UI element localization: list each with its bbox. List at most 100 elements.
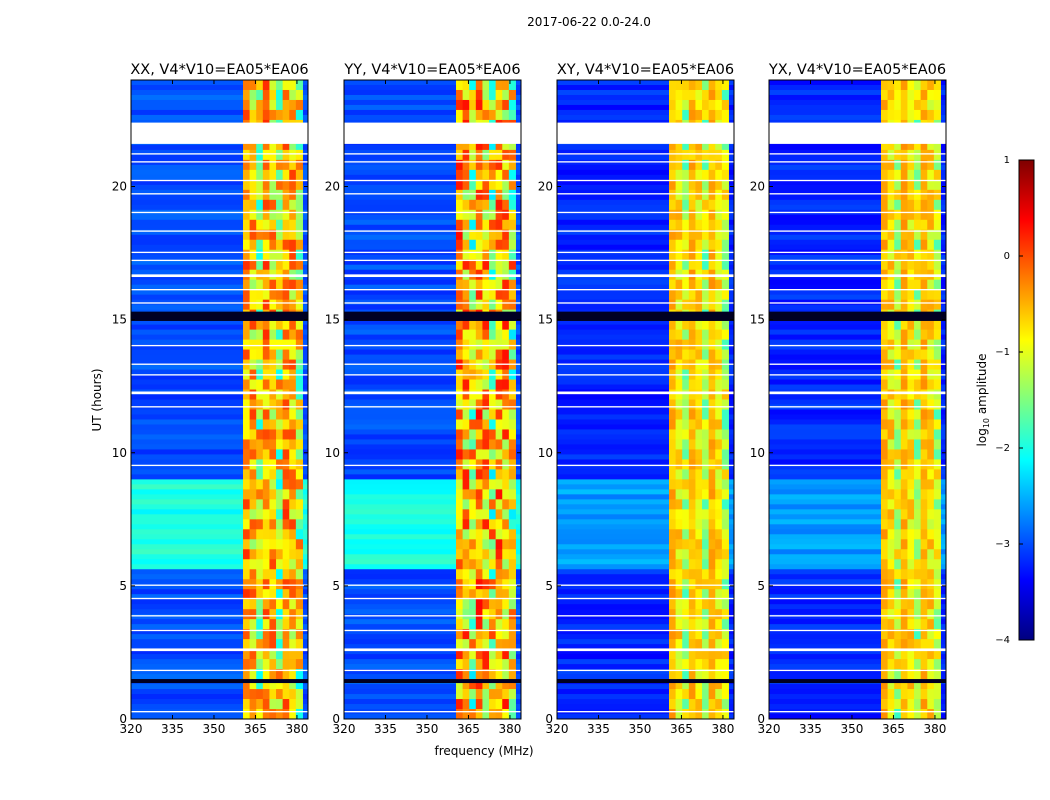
rfi-cell xyxy=(927,289,935,301)
rfi-cell xyxy=(295,659,303,670)
rfi-cell xyxy=(887,499,895,510)
rfi-cell xyxy=(256,149,264,161)
rfi-cell xyxy=(695,489,703,500)
rfi-cell xyxy=(262,439,270,450)
flagged-range xyxy=(344,615,521,617)
heatmap-row xyxy=(557,494,734,500)
rfi-cell xyxy=(715,519,723,530)
rfi-cell xyxy=(269,289,277,301)
rfi-cell xyxy=(456,80,464,91)
rfi-cell xyxy=(914,329,922,341)
rfi-cell xyxy=(675,539,683,550)
heatmap-row xyxy=(344,454,521,461)
rfi-cell xyxy=(256,219,264,231)
rfi-cell xyxy=(914,399,922,410)
heatmap-row xyxy=(557,144,734,151)
rfi-cell xyxy=(243,409,251,420)
heatmap-row xyxy=(131,274,308,281)
rfi-cell xyxy=(688,479,696,490)
rfi-cell xyxy=(475,679,483,690)
rfi-cell xyxy=(508,529,516,540)
rfi-cell xyxy=(276,149,284,161)
rfi-cell xyxy=(495,679,503,690)
rfi-cell xyxy=(262,709,270,719)
rfi-cell xyxy=(933,409,941,420)
rfi-cell xyxy=(669,689,677,700)
rfi-cell xyxy=(262,539,270,550)
rfi-cell xyxy=(462,509,470,520)
rfi-cell xyxy=(881,279,889,291)
heatmap-row xyxy=(344,584,521,590)
rfi-cell xyxy=(295,429,303,440)
heatmap-row xyxy=(131,669,308,675)
rfi-cell xyxy=(907,509,915,520)
heatmap-row xyxy=(557,444,734,451)
rfi-cell xyxy=(894,579,902,590)
heatmap-row xyxy=(557,644,734,650)
heatmap-row xyxy=(769,689,946,695)
flagged-range xyxy=(344,464,521,467)
rfi-cell xyxy=(508,419,516,430)
rfi-cell xyxy=(675,239,683,251)
rfi-cell xyxy=(887,679,895,690)
heatmap-row xyxy=(344,699,521,705)
flagged-range xyxy=(769,374,946,376)
rfi-cell xyxy=(289,449,297,460)
heatmap-row xyxy=(769,384,946,391)
heatmap-row xyxy=(557,239,734,246)
rfi-cell xyxy=(669,159,677,171)
rfi-cell xyxy=(920,699,928,710)
rfi-cell xyxy=(495,649,503,660)
rfi-cell xyxy=(289,479,297,490)
rfi-cell xyxy=(243,189,251,201)
rfi-cell xyxy=(289,259,297,271)
heatmap-row xyxy=(344,399,521,406)
heatmap-row xyxy=(557,244,734,251)
rfi-cell xyxy=(914,259,922,271)
rfi-cell xyxy=(269,239,277,251)
rfi-cell xyxy=(482,99,490,111)
rfi-cell xyxy=(702,379,710,391)
rfi-cell xyxy=(502,299,510,311)
rfi-cell xyxy=(269,549,277,560)
rfi-cell xyxy=(907,529,915,540)
rfi-cell xyxy=(282,389,290,400)
rfi-cell xyxy=(502,349,510,361)
rfi-cell xyxy=(502,579,510,590)
heatmap-row xyxy=(131,544,308,550)
rfi-cell xyxy=(462,609,470,620)
colorbar-label: log10 amplitude xyxy=(975,354,991,447)
heatmap-row xyxy=(769,329,946,336)
rfi-cell xyxy=(900,249,908,261)
rfi-cell xyxy=(907,249,915,261)
heatmap-row xyxy=(769,469,946,475)
heatmap-row xyxy=(769,484,946,490)
rfi-cell xyxy=(276,579,284,590)
rfi-cell xyxy=(927,80,935,91)
rfi-cell xyxy=(482,449,490,460)
colorbar-tick-label: −4 xyxy=(995,635,1010,646)
heatmap-row xyxy=(557,439,734,446)
rfi-cell xyxy=(927,619,935,630)
rfi-cell xyxy=(469,80,477,91)
rfi-cell xyxy=(249,529,257,540)
rfi-cell xyxy=(887,289,895,301)
rfi-cell xyxy=(715,459,723,470)
rfi-cell xyxy=(900,689,908,700)
rfi-cell xyxy=(482,649,490,660)
rfi-cell xyxy=(295,699,303,710)
rfi-cell xyxy=(907,599,915,610)
rfi-cell xyxy=(927,149,935,161)
y-tick-label: 15 xyxy=(325,313,340,327)
rfi-cell xyxy=(669,459,677,470)
rfi-cell xyxy=(475,649,483,660)
rfi-cell xyxy=(508,709,516,719)
flagged-range xyxy=(344,193,521,195)
rfi-cell xyxy=(256,189,264,201)
flagged-range xyxy=(557,153,734,155)
heatmap-row xyxy=(769,434,946,441)
rfi-cell xyxy=(682,689,690,700)
rfi-cell xyxy=(495,139,503,151)
rfi-cell xyxy=(276,219,284,231)
